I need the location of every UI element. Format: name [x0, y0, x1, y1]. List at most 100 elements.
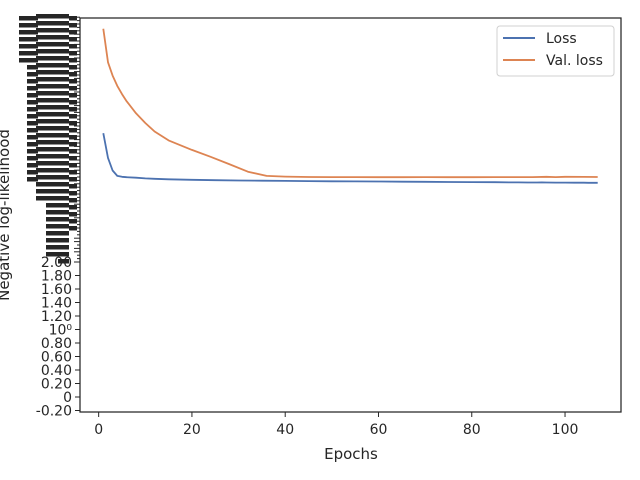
y-axis-label: Negative log-likelihood: [0, 129, 13, 301]
overprinted-label-glyph: [58, 252, 69, 257]
overprinted-label-glyph: [36, 14, 46, 19]
series-layer: [102, 28, 598, 184]
overprinted-label-glyph: [27, 156, 38, 161]
x-tick-label: 100: [552, 422, 579, 438]
overprinted-label-glyph: [36, 105, 46, 110]
overprinted-label-glyph: [36, 182, 46, 187]
overprinted-label-glyph: [36, 77, 46, 82]
overprinted-label-glyph: [27, 163, 38, 168]
overprinted-label-glyph: [69, 128, 77, 133]
overprinted-label-glyph: [69, 170, 77, 175]
overprinted-label-glyph: [36, 168, 46, 173]
overprinted-label-glyph: [58, 168, 69, 173]
legend: Loss Val. loss: [496, 25, 615, 77]
overprinted-label-glyph: [58, 210, 69, 215]
overprinted-label-glyph: [69, 30, 77, 35]
val-loss-series-line: [102, 28, 598, 179]
overprinted-label-glyph: [36, 84, 46, 89]
overprinted-label-glyph: [27, 37, 38, 42]
y-tick-label: -0.20: [36, 404, 72, 420]
plot-frame: [79, 17, 622, 413]
overprinted-label-glyph: [46, 161, 58, 166]
overprinted-label-glyph: [27, 72, 38, 77]
overprinted-label-glyph: [69, 93, 77, 98]
overprinted-label-glyph: [27, 58, 38, 63]
overprinted-label-glyph: [36, 161, 46, 166]
overprinted-label-glyph: [58, 77, 69, 82]
overprinted-label-glyph: [58, 126, 69, 131]
overprinted-label-glyph: [27, 135, 38, 140]
overprinted-label-glyph: [27, 149, 38, 154]
overprinted-label-glyph: [58, 175, 69, 180]
overprinted-label-glyph: [58, 259, 69, 264]
overprinted-label-glyph: [69, 226, 77, 231]
overprinted-label-glyph: [36, 49, 46, 54]
overprinted-label-glyph: [58, 189, 69, 194]
y-tick-label: 1.20: [41, 309, 72, 325]
overprinted-label-glyph: [46, 91, 58, 96]
overprinted-label-glyph: [58, 231, 69, 236]
overprinted-label-glyph: [58, 245, 69, 250]
overprinted-label-glyph: [69, 100, 77, 105]
overprinted-label-glyph: [69, 37, 77, 42]
y-tick-label: 0.20: [41, 377, 72, 393]
overprinted-label-glyph: [27, 30, 38, 35]
overprinted-label-glyph: [69, 156, 77, 161]
loss-series-line: [102, 133, 598, 184]
x-tick-label: 0: [94, 422, 103, 438]
overprinted-label-glyph: [46, 28, 58, 33]
y-tick-label: 0.60: [41, 350, 72, 366]
overprinted-label-glyph: [46, 112, 58, 117]
overprinted-label-glyph: [58, 42, 69, 47]
overprinted-label-glyph: [46, 196, 58, 201]
overprinted-label-glyph: [58, 112, 69, 117]
y-tick-label: 10⁰: [49, 323, 73, 339]
overprinted-label-glyph: [69, 72, 77, 77]
overprinted-label-glyph: [27, 100, 38, 105]
overprinted-label-glyph: [46, 245, 58, 250]
y-axis-overprinted-tick-labels: [19, 14, 80, 264]
overprinted-label-glyph: [27, 44, 38, 49]
overprinted-label-glyph: [19, 37, 28, 42]
overprinted-label-glyph: [69, 191, 77, 196]
overprinted-label-glyph: [58, 119, 69, 124]
legend-label-val-loss: Val. loss: [546, 53, 603, 69]
x-tick-label: 40: [276, 422, 294, 438]
overprinted-label-glyph: [36, 133, 46, 138]
overprinted-label-glyph: [58, 14, 69, 19]
overprinted-label-glyph: [46, 119, 58, 124]
overprinted-label-glyph: [36, 98, 46, 103]
y-tick-label: 0.40: [41, 363, 72, 379]
overprinted-label-glyph: [58, 49, 69, 54]
overprinted-label-glyph: [69, 23, 77, 28]
overprinted-label-glyph: [36, 63, 46, 68]
overprinted-label-glyph: [69, 65, 77, 70]
overprinted-label-glyph: [46, 77, 58, 82]
overprinted-label-glyph: [58, 133, 69, 138]
overprinted-label-glyph: [58, 70, 69, 75]
x-axis-label: Epochs: [324, 445, 378, 463]
overprinted-label-glyph: [58, 217, 69, 222]
overprinted-label-glyph: [69, 107, 77, 112]
overprinted-label-glyph: [27, 142, 38, 147]
overprinted-label-glyph: [19, 16, 28, 21]
overprinted-label-glyph: [46, 175, 58, 180]
overprinted-label-glyph: [58, 161, 69, 166]
overprinted-label-glyph: [69, 51, 77, 56]
overprinted-label-glyph: [36, 56, 46, 61]
overprinted-label-glyph: [46, 168, 58, 173]
overprinted-label-glyph: [19, 30, 28, 35]
overprinted-label-glyph: [46, 35, 58, 40]
overprinted-label-glyph: [69, 135, 77, 140]
overprinted-label-glyph: [46, 182, 58, 187]
overprinted-label-glyph: [58, 154, 69, 159]
overprinted-label-glyph: [58, 182, 69, 187]
overprinted-label-glyph: [46, 105, 58, 110]
overprinted-label-glyph: [46, 217, 58, 222]
overprinted-label-glyph: [58, 105, 69, 110]
overprinted-label-glyph: [46, 133, 58, 138]
overprinted-label-glyph: [27, 16, 38, 21]
overprinted-label-glyph: [27, 93, 38, 98]
overprinted-label-glyph: [19, 44, 28, 49]
